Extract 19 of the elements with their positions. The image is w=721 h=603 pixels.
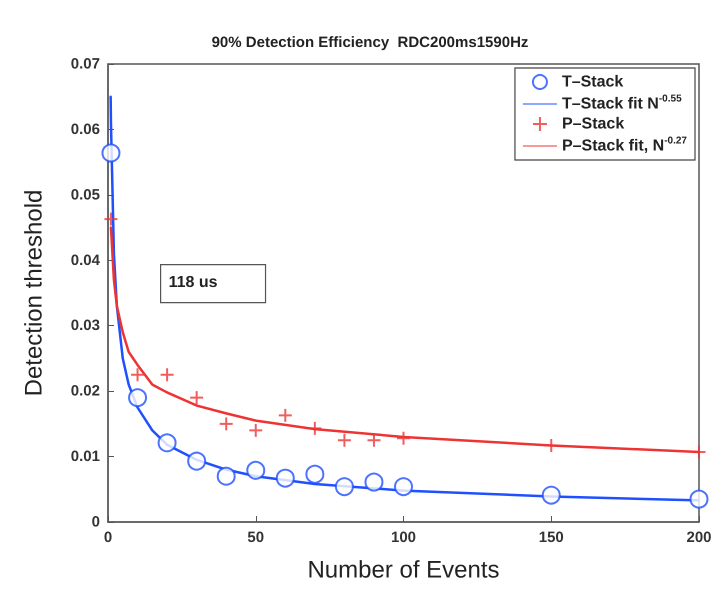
- y-axis-title: Detection threshold: [20, 190, 48, 396]
- y-tick-label: 0.06: [70, 120, 100, 138]
- y-tick-label: 0.01: [70, 448, 100, 466]
- x-tick-label: 100: [390, 529, 416, 546]
- chart-title: 90% Detection Efficiency RDC200ms1590Hz: [212, 34, 528, 51]
- y-tick-label: 0.03: [70, 317, 100, 334]
- y-tick-label: 0.04: [70, 252, 101, 269]
- y-tick-label: 0: [92, 514, 100, 530]
- x-axis-title: Number of Events: [307, 556, 500, 584]
- x-tick-label: 0: [104, 529, 112, 546]
- legend-label: P–Stack: [562, 116, 624, 132]
- x-tick-label: 200: [686, 529, 712, 546]
- y-tick-label: 0.07: [70, 56, 100, 72]
- x-tick-label: 50: [247, 529, 264, 546]
- x-tick-label: 150: [538, 529, 564, 546]
- annotation: 118 us: [168, 274, 218, 292]
- y-tick-label: 0.05: [70, 186, 100, 204]
- legend-label: T–Stack: [562, 74, 624, 90]
- y-tick-label: 0.02: [70, 382, 100, 400]
